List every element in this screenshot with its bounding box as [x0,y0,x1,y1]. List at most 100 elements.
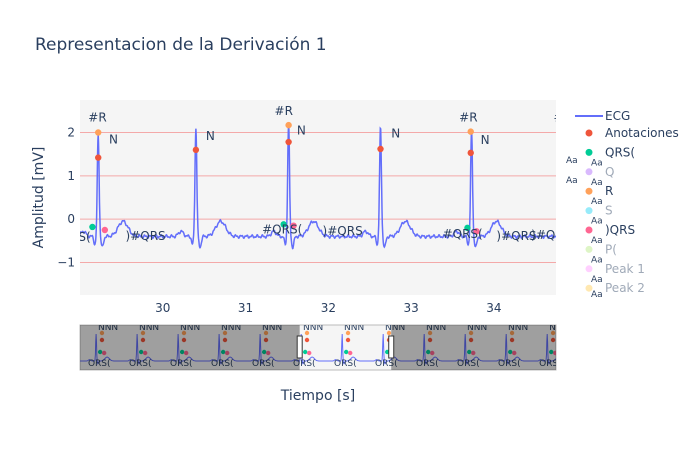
legend-label-3: R [605,184,613,198]
rs-marker-qrsend [224,350,230,356]
rs-marker-qrs [343,349,349,355]
x-tick-label: 32 [321,301,336,315]
marker-0-4[interactable] [467,149,474,157]
rs-label: ORS( [498,359,521,369]
rs-label: NNN [549,323,569,333]
rs-label: ORS( [211,359,234,369]
rs-marker-qrsend [101,350,107,356]
marker-0-2[interactable] [285,138,292,146]
rangeslider-mask-right [391,325,556,370]
rs-marker-ann [468,337,474,343]
marker-5-2[interactable] [473,228,480,235]
rs-marker-ann [427,337,433,343]
legend-aa-3: Aa [591,197,603,207]
annotation-13: )#QRS [496,229,536,243]
y-tick-label: 1 [67,169,75,183]
rs-marker-ann [99,337,105,343]
rs-marker-qrsend [183,350,189,356]
rs-label: NNN [385,323,405,333]
rs-marker-qrsend [430,350,435,356]
legend-swatch-7[interactable] [585,265,593,273]
y-tick-label: 2 [67,126,75,140]
rs-marker-r [99,330,105,336]
legend-label-6: P( [605,242,617,256]
rs-marker-r [222,330,228,336]
rs-label: NNN [262,323,282,333]
rs-label: ORS( [375,359,398,369]
marker-0-0[interactable] [95,154,102,161]
marker-0-3[interactable] [377,145,384,153]
legend-swatch-2[interactable] [585,168,593,176]
legend-swatch-8[interactable] [585,284,593,292]
rs-marker-qrs [467,349,472,355]
rs-label: NNN [221,323,241,333]
x-tick-label: 33 [403,301,418,315]
rs-marker-r [304,330,310,336]
marker-1-2[interactable] [464,224,471,232]
marker-1-1[interactable] [280,221,287,228]
rs-label: ORS( [457,359,480,369]
rs-label: ORS( [170,359,193,369]
rs-marker-ann [222,337,228,343]
rs-label: NNN [98,323,118,333]
annotation-9: N [391,127,400,141]
rangeslider-handle-0[interactable] [296,335,303,359]
rangeslider[interactable] [79,324,557,371]
rs-marker-r [345,330,351,336]
marker-5-1[interactable] [290,222,297,229]
rs-marker-qrsend [142,350,148,356]
legend-aa-2: Aa [591,178,603,188]
annotation-5: #R [275,104,293,118]
rs-label: ORS( [252,359,275,369]
legend-label-7: Peak 1 [605,262,645,276]
marker-3-0[interactable] [95,129,102,136]
marker-0-1[interactable] [192,146,200,154]
legend-label-8: Peak 2 [605,281,645,295]
annotation-15: #R [554,111,572,125]
y-tick-label: −1 [57,256,75,270]
legend-label-4: S [605,204,613,218]
rs-label: ORS( [334,359,357,369]
annotation-1: N [109,132,118,146]
rangeslider-mask-left [80,325,300,370]
rs-marker-qrsend [512,350,517,356]
rs-label: ORS( [129,359,152,369]
marker-3-2[interactable] [467,128,474,135]
rs-marker-qrsend [553,350,556,356]
annotation-6: N [297,124,306,138]
rs-marker-qrs [97,349,103,355]
legend-label-5: )QRS [605,223,635,237]
rs-marker-qrs [549,349,554,355]
marker-1-0[interactable] [89,223,96,231]
ecg-line[interactable] [63,123,572,250]
plot-area[interactable] [80,100,556,295]
rs-label: NNN [303,323,323,333]
rs-label: NNN [426,323,446,333]
annotation-8: )#QRS [323,224,363,238]
legend-swatch-3[interactable] [585,187,593,195]
legend-aa-1: Aa [591,158,603,168]
marker-5-0[interactable] [101,226,109,234]
marker-3-1[interactable] [285,121,292,129]
plot-layer: #RNS()#QRSN#RN#QRS()#QRSN#RN#QRS()#QRS)#… [63,104,572,250]
legend-swatch-6[interactable] [585,245,593,253]
legend-swatch-1[interactable] [585,148,593,156]
x-tick-label: 30 [155,301,170,315]
x-tick-label: 31 [238,301,253,315]
rs-label: ORS( [88,359,111,369]
rs-marker-qrsend [266,350,271,356]
legend-label-2: Q [605,165,614,179]
legend-swatch-0[interactable] [585,129,593,137]
rs-marker-ann [550,337,556,343]
rangeslider-handle-1[interactable] [388,335,395,359]
rs-marker-qrsend [471,350,476,356]
legend-swatch-5[interactable] [585,226,593,234]
rangeslider-layer: NNN ORS( NNN ORS( NNN ORS( NNN ORS( NNN ORS( NNN OR… [80,323,569,369]
rs-marker-ann [509,337,515,343]
legend-swatch-4[interactable] [585,207,593,215]
annotation-12: #QRS( [443,227,483,241]
rs-marker-r [263,330,269,336]
rs-marker-r [427,330,433,336]
